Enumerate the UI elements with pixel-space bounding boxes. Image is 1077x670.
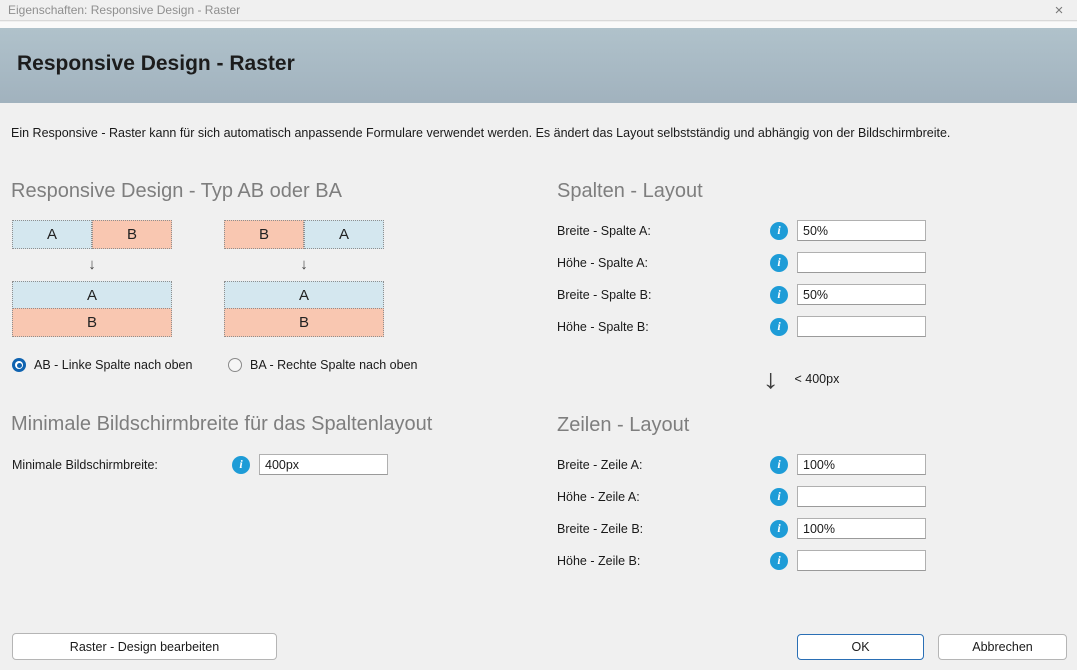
description-text: Ein Responsive - Raster kann für sich au… bbox=[11, 126, 951, 140]
hoehe-zeile-a-row: Höhe - Zeile A: i bbox=[557, 486, 926, 507]
heading-typ-ab-ba: Responsive Design - Typ AB oder BA bbox=[11, 180, 342, 202]
heading-zeilen-layout: Zeilen - Layout bbox=[557, 414, 690, 436]
radio-selected-icon[interactable] bbox=[12, 358, 26, 372]
hoehe-spalte-b-input[interactable] bbox=[797, 316, 926, 337]
diagram-ba-cell-b: B bbox=[224, 220, 304, 249]
diagram-ab-cell-a: A bbox=[12, 220, 92, 249]
radio-ba-rechte-spalte[interactable]: BA - Rechte Spalte nach oben bbox=[228, 357, 417, 373]
hoehe-spalte-a-label: Höhe - Spalte A: bbox=[557, 255, 649, 270]
info-icon[interactable]: i bbox=[770, 455, 788, 474]
info-icon[interactable]: i bbox=[770, 487, 788, 506]
breite-zeile-a-label: Breite - Zeile A: bbox=[557, 457, 643, 472]
close-icon[interactable]: × bbox=[1054, 2, 1064, 19]
titlebar: Eigenschaften: Responsive Design - Raste… bbox=[0, 0, 1077, 21]
breite-spalte-b-label: Breite - Spalte B: bbox=[557, 287, 652, 302]
hoehe-zeile-b-label: Höhe - Zeile B: bbox=[557, 553, 641, 568]
diagram-ba-cell-a: A bbox=[304, 220, 384, 249]
info-icon[interactable]: i bbox=[770, 317, 788, 336]
diagram-ab-stack-a: A bbox=[12, 281, 172, 309]
dialog-header: Responsive Design - Raster bbox=[0, 28, 1077, 103]
edit-raster-design-button[interactable]: Raster - Design bearbeiten bbox=[12, 633, 277, 660]
arrow-down-icon: ↓ bbox=[88, 256, 96, 273]
titlebar-separator bbox=[0, 22, 1077, 28]
diagram-ab-stack-b: B bbox=[12, 308, 172, 337]
breakpoint-label: < 400px bbox=[794, 372, 840, 386]
breite-zeile-a-input[interactable] bbox=[797, 454, 926, 475]
diagram-ba-top-row: B A bbox=[224, 220, 384, 249]
breite-zeile-b-row: Breite - Zeile B: i bbox=[557, 518, 926, 539]
breite-zeile-b-label: Breite - Zeile B: bbox=[557, 521, 644, 536]
diagram-ab-top-row: A B bbox=[12, 220, 172, 249]
hoehe-zeile-b-input[interactable] bbox=[797, 550, 926, 571]
hoehe-zeile-a-label: Höhe - Zeile A: bbox=[557, 489, 640, 504]
arrow-down-bold-icon: ↓ bbox=[762, 364, 780, 394]
hoehe-zeile-b-row: Höhe - Zeile B: i bbox=[557, 550, 926, 571]
diagram-ab-cell-b: B bbox=[92, 220, 172, 249]
radio-ab-label: AB - Linke Spalte nach oben bbox=[34, 358, 193, 372]
info-icon[interactable]: i bbox=[770, 221, 788, 240]
radio-ba-label: BA - Rechte Spalte nach oben bbox=[250, 358, 418, 372]
info-icon[interactable]: i bbox=[770, 253, 788, 272]
breite-zeile-b-input[interactable] bbox=[797, 518, 926, 539]
hoehe-spalte-a-input[interactable] bbox=[797, 252, 926, 273]
arrow-down-icon: ↓ bbox=[300, 256, 308, 273]
diagram-ba-stack-a: A bbox=[224, 281, 384, 309]
diagram-ba-stack: A B bbox=[224, 281, 384, 337]
heading-spalten-layout: Spalten - Layout bbox=[557, 180, 703, 202]
breite-spalte-b-input[interactable] bbox=[797, 284, 926, 305]
hoehe-zeile-a-input[interactable] bbox=[797, 486, 926, 507]
breite-spalte-a-row: Breite - Spalte A: i bbox=[557, 220, 926, 241]
info-icon[interactable]: i bbox=[770, 551, 788, 570]
ok-button[interactable]: OK bbox=[797, 634, 924, 660]
breakpoint-indicator: ↓ < 400px bbox=[762, 364, 840, 394]
breite-spalte-a-label: Breite - Spalte A: bbox=[557, 223, 651, 238]
min-width-row: Minimale Bildschirmbreite: i bbox=[12, 454, 388, 475]
window-title: Eigenschaften: Responsive Design - Raste… bbox=[8, 3, 241, 17]
diagram-ba-stack-b: B bbox=[224, 308, 384, 337]
breite-spalte-b-row: Breite - Spalte B: i bbox=[557, 284, 926, 305]
breite-spalte-a-input[interactable] bbox=[797, 220, 926, 241]
info-icon[interactable]: i bbox=[770, 285, 788, 304]
cancel-button[interactable]: Abbrechen bbox=[938, 634, 1067, 660]
hoehe-spalte-b-label: Höhe - Spalte B: bbox=[557, 319, 649, 334]
hoehe-spalte-b-row: Höhe - Spalte B: i bbox=[557, 316, 926, 337]
min-width-input[interactable] bbox=[259, 454, 388, 475]
page-title: Responsive Design - Raster bbox=[17, 52, 295, 75]
diagram-ab-stack: A B bbox=[12, 281, 172, 337]
info-icon[interactable]: i bbox=[232, 455, 250, 474]
min-width-label: Minimale Bildschirmbreite: bbox=[12, 457, 158, 472]
radio-unselected-icon[interactable] bbox=[228, 358, 242, 372]
breite-zeile-a-row: Breite - Zeile A: i bbox=[557, 454, 926, 475]
hoehe-spalte-a-row: Höhe - Spalte A: i bbox=[557, 252, 926, 273]
radio-ab-linke-spalte[interactable]: AB - Linke Spalte nach oben bbox=[12, 357, 192, 373]
info-icon[interactable]: i bbox=[770, 519, 788, 538]
heading-minimale-bildschirmbreite: Minimale Bildschirmbreite für das Spalte… bbox=[11, 413, 433, 435]
